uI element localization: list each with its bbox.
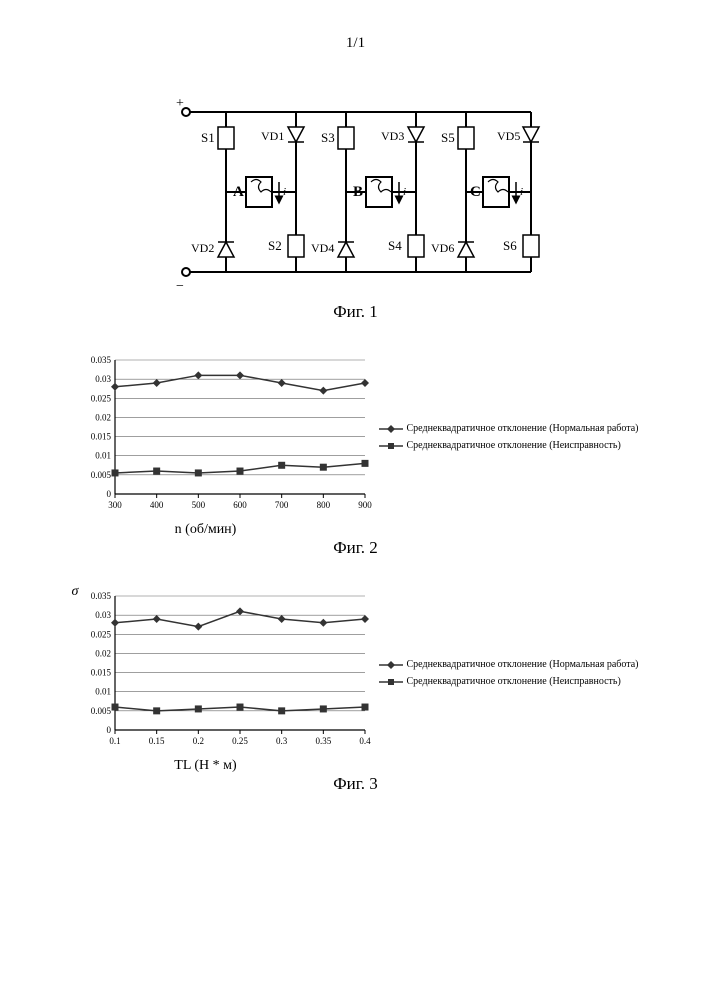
fig3-chart: 0 0.005 0.01 0.015 0.02 0.025 0.03 0.035 0.1 0.15…: [73, 588, 373, 758]
minus-label: −: [176, 279, 184, 292]
fig2-chart: 0 0.005 0.01 0.015 0.02 0.025 0.03 0.035 300 400 5…: [73, 352, 373, 522]
fig3-legend: Среднеквадратичное отклонение (Нормальна…: [379, 659, 639, 687]
fig1-schematic: + − S1 VD1 A i VD2 S2: [171, 92, 541, 292]
svg-text:0.035: 0.035: [90, 591, 111, 601]
vd2-label: VD2: [191, 241, 214, 255]
svg-text:S4: S4: [388, 238, 402, 253]
svg-text:0: 0: [106, 725, 111, 735]
A-label: A: [233, 184, 244, 200]
legend-label-fault: Среднеквадратичное отклонение (Неисправн…: [407, 440, 621, 451]
svg-text:0.35: 0.35: [315, 736, 331, 746]
fig3-caption: Фиг. 3: [0, 774, 711, 794]
svg-text:VD3: VD3: [381, 129, 404, 143]
svg-text:S6: S6: [503, 238, 517, 253]
svg-text:0.4: 0.4: [359, 736, 371, 746]
svg-text:0.1: 0.1: [109, 736, 120, 746]
svg-text:900: 900: [358, 500, 372, 510]
diamond-marker-icon: [379, 424, 403, 434]
svg-text:i: i: [403, 186, 406, 198]
svg-text:0.01: 0.01: [95, 451, 111, 461]
svg-text:C: C: [470, 184, 481, 200]
legend-row-fault: Среднеквадратичное отклонение (Неисправн…: [379, 440, 639, 451]
svg-text:S3: S3: [321, 130, 335, 145]
svg-text:VD5: VD5: [497, 129, 520, 143]
svg-text:0.03: 0.03: [95, 374, 111, 384]
svg-text:700: 700: [274, 500, 288, 510]
fig2-block: 0 0.005 0.01 0.015 0.02 0.025 0.03 0.035 300 400 5…: [56, 352, 656, 522]
svg-text:400: 400: [149, 500, 163, 510]
s2-label: S2: [268, 238, 282, 253]
svg-text:0.02: 0.02: [95, 648, 111, 658]
legend-label-normal: Среднеквадратичное отклонение (Нормальна…: [407, 423, 639, 434]
legend-row-normal-2: Среднеквадратичное отклонение (Нормальна…: [379, 659, 639, 670]
iA-label: i: [283, 186, 286, 198]
plus-label: +: [176, 96, 184, 111]
svg-text:0.03: 0.03: [95, 610, 111, 620]
legend-label-fault-2: Среднеквадратичное отклонение (Неисправн…: [407, 676, 621, 687]
svg-text:800: 800: [316, 500, 330, 510]
fig3-xlabel: TL (Н * м): [56, 758, 356, 774]
fig2-caption: Фиг. 2: [0, 538, 711, 558]
svg-text:0.01: 0.01: [95, 687, 111, 697]
square-marker-icon: [379, 441, 403, 451]
fig3-block: 0 0.005 0.01 0.015 0.02 0.025 0.03 0.035 0.1 0.15…: [56, 588, 656, 758]
legend-row-normal: Среднеквадратичное отклонение (Нормальна…: [379, 423, 639, 434]
svg-text:0.005: 0.005: [90, 470, 111, 480]
svg-text:0.3: 0.3: [276, 736, 288, 746]
svg-text:0.025: 0.025: [90, 629, 111, 639]
svg-text:300: 300: [108, 500, 122, 510]
svg-text:0.015: 0.015: [90, 432, 111, 442]
fig2-xlabel: n (об/мин): [56, 522, 356, 538]
svg-text:0.015: 0.015: [90, 668, 111, 678]
svg-text:VD4: VD4: [311, 241, 334, 255]
svg-text:0.25: 0.25: [232, 736, 248, 746]
page-number: 1/1: [0, 35, 711, 52]
fig2-legend: Среднеквадратичное отклонение (Нормальна…: [379, 423, 639, 451]
svg-text:0: 0: [106, 489, 111, 499]
s1-label: S1: [201, 130, 215, 145]
svg-text:0.02: 0.02: [95, 412, 111, 422]
svg-text:500: 500: [191, 500, 205, 510]
svg-text:0.15: 0.15: [148, 736, 164, 746]
vd1-label: VD1: [261, 129, 284, 143]
svg-text:VD6: VD6: [431, 241, 454, 255]
svg-text:B: B: [353, 184, 363, 200]
svg-text:0.025: 0.025: [90, 393, 111, 403]
svg-text:0.005: 0.005: [90, 706, 111, 716]
fig1-caption: Фиг. 1: [0, 302, 711, 322]
svg-text:0.035: 0.035: [90, 355, 111, 365]
fig3-sigma: σ: [72, 584, 79, 600]
svg-text:S5: S5: [441, 130, 455, 145]
diamond-marker-icon: [379, 660, 403, 670]
svg-text:i: i: [520, 186, 523, 198]
page: 1/1 + − S1 VD1 A i: [0, 0, 711, 1000]
legend-row-fault-2: Среднеквадратичное отклонение (Неисправн…: [379, 676, 639, 687]
legend-label-normal-2: Среднеквадратичное отклонение (Нормальна…: [407, 659, 639, 670]
svg-text:0.2: 0.2: [192, 736, 203, 746]
square-marker-icon: [379, 677, 403, 687]
svg-text:600: 600: [233, 500, 247, 510]
